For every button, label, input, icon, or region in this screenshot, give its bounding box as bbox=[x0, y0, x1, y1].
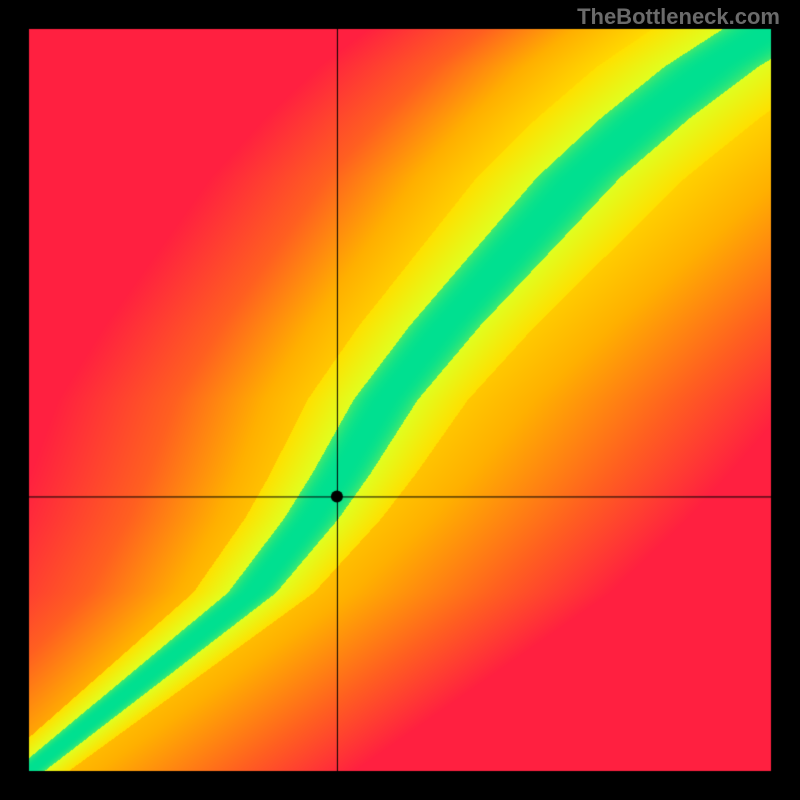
heatmap-canvas bbox=[0, 0, 800, 800]
watermark-text: TheBottleneck.com bbox=[577, 4, 780, 30]
chart-container: TheBottleneck.com bbox=[0, 0, 800, 800]
